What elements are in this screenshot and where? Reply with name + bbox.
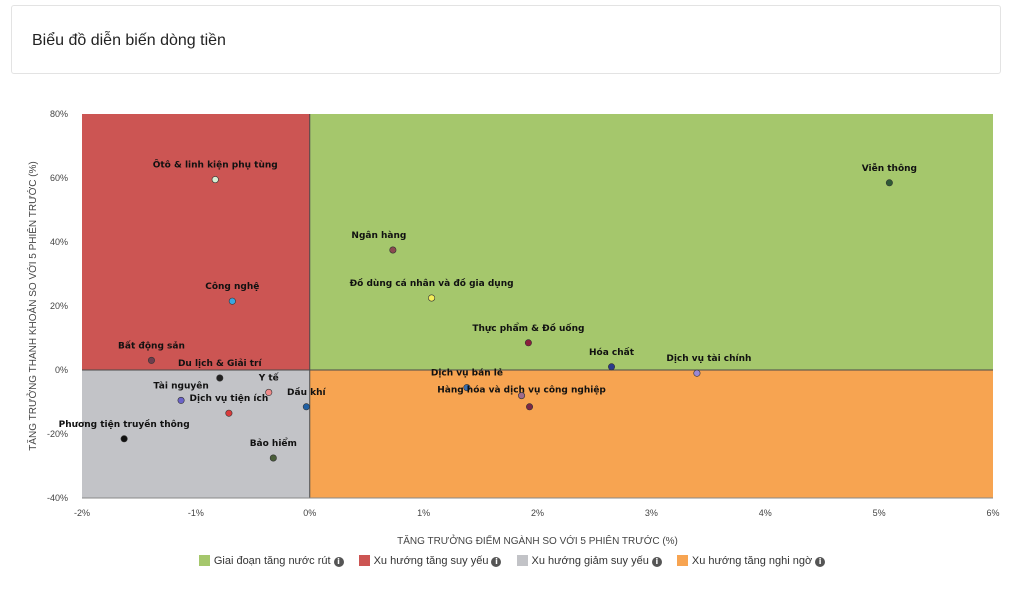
legend-swatch (198, 555, 210, 567)
y-tick-label: -20% (47, 429, 68, 439)
chart-title-card: Biểu đồ diễn biến dòng tiền (11, 5, 1001, 74)
info-icon[interactable]: i (815, 557, 826, 568)
scatter-point[interactable] (885, 179, 893, 187)
scatter-point[interactable] (120, 435, 128, 443)
quadrant-backgrounds (82, 114, 993, 498)
info-icon[interactable]: i (333, 557, 344, 568)
info-icon[interactable]: i (651, 557, 662, 568)
point-label: Dịch vụ tiện ích (190, 394, 269, 404)
legend-item-weakening-down[interactable]: Xu hướng giảm suy yếu i (516, 555, 662, 568)
x-tick-label: -1% (188, 508, 204, 518)
point-label: Hóa chất (589, 347, 635, 358)
legend-swatch (676, 555, 688, 567)
legend-swatch (516, 555, 528, 567)
quadrant-bottom-right (309, 370, 993, 498)
chart-axes: -2% -1% 0% 1% 2% 3% 4% 5% 6% 80% 60% 40% 20% 0% -20% -4… (47, 109, 1000, 518)
point-label: Du lịch & Giải trí (178, 358, 263, 369)
scatter-point[interactable] (693, 369, 701, 377)
scatter-point[interactable] (269, 454, 277, 462)
point-label: Đồ dùng cá nhân và đồ gia dụng (350, 278, 514, 289)
legend-item-sprint[interactable]: Giai đoạn tăng nước rút i (198, 555, 344, 568)
scatter-point[interactable] (147, 356, 155, 364)
y-tick-label: 60% (50, 173, 68, 183)
point-label: Công nghệ (205, 281, 259, 292)
point-label: Thực phẩm & Đồ uống (472, 323, 584, 334)
scatter-point[interactable] (526, 403, 534, 411)
scatter-point[interactable] (216, 374, 224, 382)
scatter-point[interactable] (463, 384, 471, 392)
y-tick-label: 80% (50, 109, 68, 119)
scatter-point[interactable] (518, 392, 526, 400)
y-tick-label: 40% (50, 237, 68, 247)
point-label: Bất động sản (118, 340, 185, 351)
scatter-point[interactable] (302, 403, 310, 411)
point-label: Phương tiện truyền thông (59, 419, 190, 430)
point-label: Tài nguyên (153, 380, 208, 391)
legend-item-doubtful-up[interactable]: Xu hướng tăng nghi ngờ i (676, 555, 826, 568)
point-label: Hàng hóa và dịch vụ công nghiệp (437, 385, 606, 396)
legend-item-weakening-up[interactable]: Xu hướng tăng suy yếu i (358, 555, 502, 568)
x-tick-label: 1% (417, 508, 430, 518)
quadrant-top-right (309, 114, 993, 370)
legend-label: Giai đoạn tăng nước rút (213, 555, 331, 568)
point-label: Y tế (258, 372, 280, 383)
legend-label: Xu hướng tăng nghi ngờ (691, 555, 813, 568)
x-tick-label: 6% (986, 508, 999, 518)
chart-title: Biểu đồ diễn biến dòng tiền (32, 32, 226, 49)
scatter-point[interactable] (177, 396, 185, 404)
y-tick-label: 0% (55, 365, 68, 375)
point-label: Dầu khí (287, 387, 326, 398)
point-label: Dịch vụ bán lẻ (431, 368, 503, 379)
scatter-point[interactable] (225, 409, 233, 417)
scatter-point[interactable] (211, 176, 219, 184)
info-icon[interactable]: i (491, 557, 502, 568)
x-tick-label: 2% (531, 508, 544, 518)
point-label: Viễn thông (862, 163, 917, 174)
x-tick-label: 3% (645, 508, 658, 518)
point-label: Dịch vụ tài chính (666, 354, 751, 364)
point-label: Ngân hàng (351, 231, 406, 241)
x-tick-label: 0% (303, 508, 316, 518)
scatter-point[interactable] (608, 363, 616, 371)
y-tick-label: -40% (47, 493, 68, 503)
cashflow-scatter-chart: -2% -1% 0% 1% 2% 3% 4% 5% 6% 80% 60% 40% 20% 0% -20% -4… (26, 109, 1000, 547)
y-tick-label: 20% (50, 301, 68, 311)
scatter-point[interactable] (389, 246, 397, 254)
scatter-point[interactable] (428, 294, 436, 302)
chart-legend: Giai đoạn tăng nước rút i Xu hướng tăng s… (0, 555, 1024, 568)
scatter-point[interactable] (228, 297, 236, 305)
x-tick-label: 4% (759, 508, 772, 518)
chart-points: Viễn thông Ôtô & linh kiện phụ tùng Ngân h… (59, 159, 917, 462)
legend-swatch (358, 555, 370, 567)
legend-label: Xu hướng tăng suy yếu (373, 555, 489, 568)
point-label: Ôtô & linh kiện phụ tùng (153, 159, 278, 171)
scatter-point[interactable] (265, 388, 273, 396)
quadrant-top-left (82, 114, 310, 370)
x-tick-label: 5% (873, 508, 886, 518)
x-axis-label: TĂNG TRƯỞNG ĐIỂM NGÀNH SO VỚI 5 PHIÊN TR… (397, 534, 678, 547)
scatter-point[interactable] (524, 339, 532, 347)
x-tick-label: -2% (74, 508, 90, 518)
y-axis-label: TĂNG TRƯỞNG THANH KHOẢN SO VỚI 5 PHIÊN T… (26, 161, 39, 451)
point-label: Bảo hiểm (250, 437, 297, 449)
legend-label: Xu hướng giảm suy yếu (531, 555, 649, 568)
